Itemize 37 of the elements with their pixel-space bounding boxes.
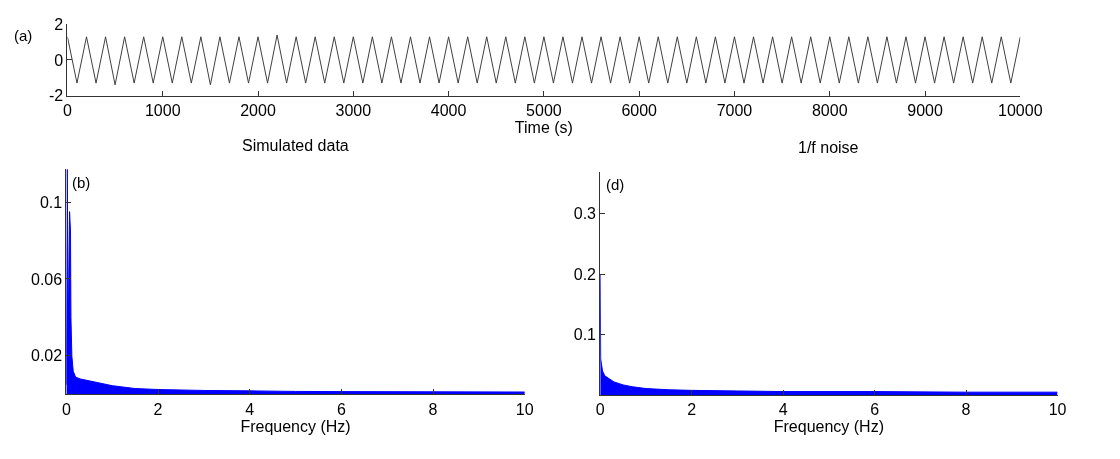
- x-tick-label: 2: [687, 401, 697, 419]
- chart-title: 1/f noise: [798, 139, 859, 156]
- x-tick-label: 10: [515, 400, 534, 418]
- x-tick-label: 5000: [526, 101, 562, 119]
- x-tick-label: 9000: [907, 101, 943, 119]
- x-tick-label: 6: [336, 400, 346, 418]
- chart-title: Simulated data: [242, 137, 349, 154]
- x-tick-label: 4: [245, 400, 255, 418]
- y-tick-label: -2: [49, 87, 64, 105]
- annotation: (d): [606, 176, 625, 193]
- x-tick-label: 3000: [335, 101, 372, 119]
- text: (a): [14, 27, 33, 44]
- x-axis-title: Frequency (Hz): [240, 417, 351, 435]
- x-axis-title: Time (s): [514, 118, 573, 136]
- x-tick-label: 4: [778, 401, 788, 419]
- x-tick-label: 1000: [144, 101, 181, 119]
- x-tick-label: 4000: [430, 101, 467, 119]
- y-tick-label: 2: [54, 15, 64, 33]
- x-tick-label: 7000: [716, 101, 753, 119]
- y-tick-label: 0.06: [31, 270, 63, 288]
- x-tick-label: 6000: [621, 101, 658, 119]
- x-tick-label: 10: [1048, 401, 1067, 419]
- y-tick-label: 0.2: [573, 265, 597, 283]
- x-tick-label: 2000: [240, 101, 276, 119]
- x-tick-label: 8: [961, 401, 971, 419]
- x-tick-label: 8000: [811, 101, 848, 119]
- x-axis-title: Frequency (Hz): [773, 418, 884, 436]
- y-tick-label: 0: [54, 51, 64, 69]
- x-tick-label: 6: [870, 401, 880, 419]
- y-tick-label: 0.02: [31, 347, 63, 365]
- x-tick-label: 2: [153, 400, 163, 418]
- annotation: (b): [72, 174, 91, 191]
- x-tick-label: 8: [428, 400, 438, 418]
- y-tick-label: 0.1: [39, 193, 63, 211]
- y-tick-label: 0.3: [573, 205, 597, 223]
- x-tick-label: 10000: [998, 101, 1043, 119]
- y-tick-label: 0.1: [573, 326, 597, 344]
